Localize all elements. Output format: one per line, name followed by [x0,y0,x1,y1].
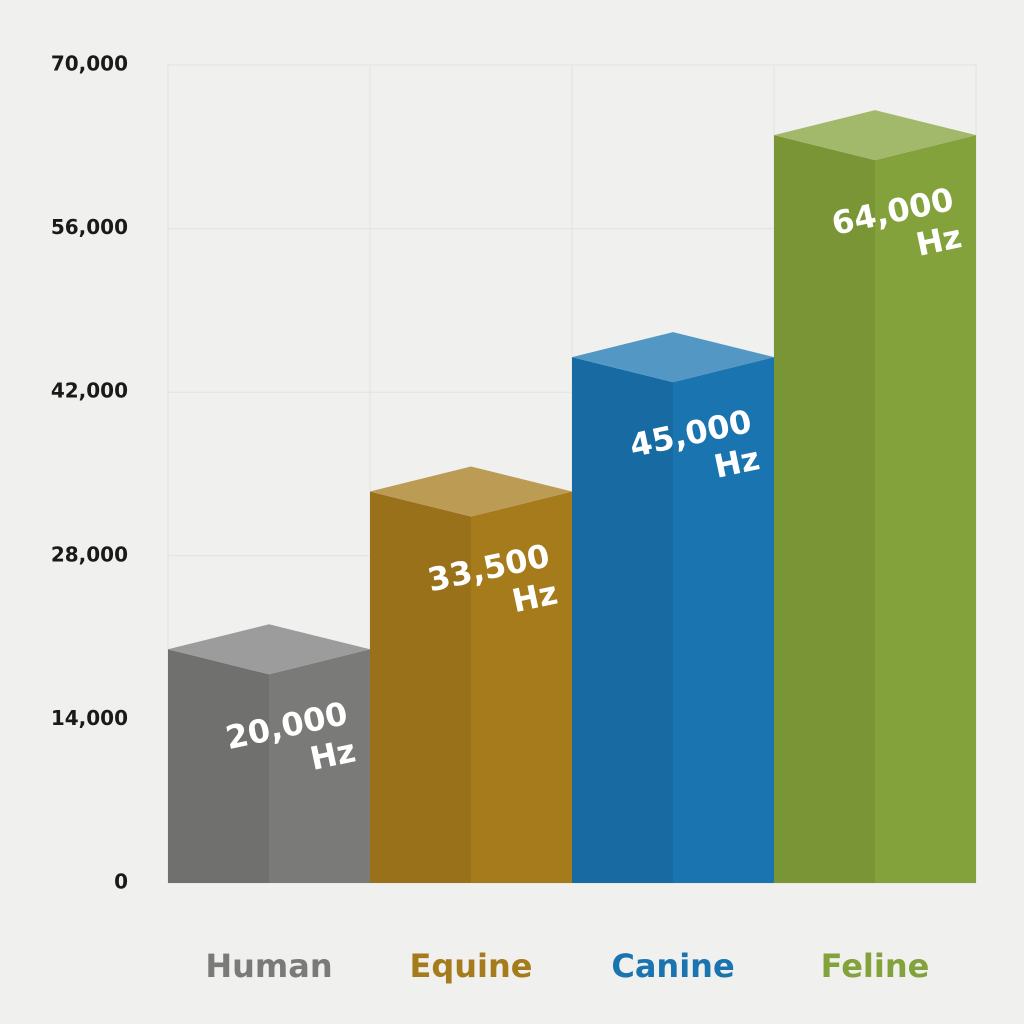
bar [572,332,774,884]
bar-right-face [875,135,976,884]
bar-right-face [269,649,370,883]
bar [370,466,572,883]
y-tick-label: 42,000 [51,379,128,403]
y-tick-label: 14,000 [51,706,128,730]
bar [774,110,976,884]
x-tick-label: Equine [410,947,533,985]
bar [168,624,370,883]
bar-right-face [673,357,774,884]
bar-top-face [370,466,572,517]
y-tick-label: 0 [114,870,128,894]
y-tick-label: 56,000 [51,215,128,239]
bar-right-face [471,491,572,883]
bar-left-face [774,135,875,884]
x-tick-label: Feline [821,947,930,985]
y-tick-label: 70,000 [51,52,128,76]
x-tick-label: Canine [611,947,734,985]
y-tick-label: 28,000 [51,542,128,566]
bar-top-face [572,332,774,383]
bar-left-face [572,357,673,884]
bar-left-face [168,649,269,883]
bar-top-face [168,624,370,675]
bar-top-face [774,110,976,161]
bar-left-face [370,491,471,883]
x-tick-label: Human [205,947,332,985]
